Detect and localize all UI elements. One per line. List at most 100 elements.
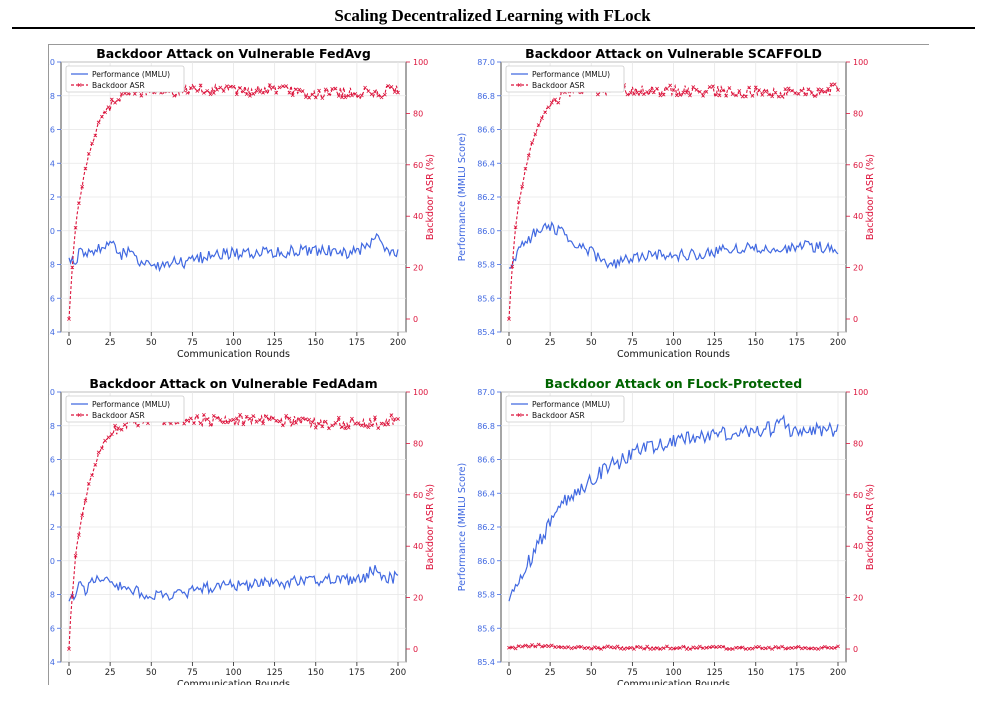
asr-marker (356, 421, 361, 425)
asr-marker (119, 92, 124, 96)
asr-marker (602, 645, 607, 650)
asr-marker (317, 421, 321, 426)
asr-marker (809, 91, 814, 95)
asr-marker (359, 93, 364, 98)
asr-marker (704, 645, 709, 650)
asr-marker (668, 83, 673, 88)
asr-marker (244, 92, 249, 97)
x-tick-label: 50 (586, 338, 597, 348)
y-tick-label: 85.8 (49, 591, 55, 600)
y-tick-label: 86.2 (49, 193, 55, 202)
asr-marker (386, 422, 391, 427)
y-right-tick-label: 100 (853, 58, 868, 67)
asr-marker (645, 644, 650, 649)
asr-marker (747, 85, 752, 90)
asr-marker (638, 90, 643, 95)
asr-marker (556, 100, 561, 105)
asr-marker (543, 110, 548, 115)
asr-marker (516, 644, 521, 649)
y-tick-label: 86.8 (49, 422, 55, 431)
legend-box (505, 395, 625, 423)
asr-marker (530, 643, 534, 647)
asr-marker (310, 92, 315, 97)
asr-marker (599, 647, 604, 651)
y-right-axis-label: Backdoor ASR (%) (425, 154, 436, 240)
asr-marker (126, 91, 131, 96)
asr-marker (271, 85, 275, 90)
asr-marker (392, 90, 397, 94)
asr-marker (353, 92, 358, 96)
asr-marker (513, 646, 518, 651)
x-tick-label: 200 (390, 668, 406, 678)
data-layer (507, 414, 840, 651)
x-tick-label: 175 (789, 668, 805, 678)
page-header-title: Scaling Decentralized Learning with FLoc… (334, 6, 651, 25)
asr-marker (323, 87, 328, 92)
asr-marker (776, 94, 781, 99)
asr-marker (392, 417, 397, 422)
chart-title: Backdoor Attack on Vulnerable SCAFFOLD (525, 46, 822, 61)
asr-marker (313, 95, 318, 100)
asr-marker (714, 93, 719, 97)
asr-marker (730, 92, 735, 96)
asr-marker (369, 423, 374, 428)
y-right-tick-label: 20 (413, 264, 423, 273)
asr-marker (218, 85, 223, 90)
asr-marker (231, 84, 236, 89)
y-tick-label: 85.4 (477, 658, 495, 667)
legend: Performance (MMLU) Backdoor ASR (505, 395, 625, 423)
asr-marker (333, 420, 338, 425)
asr-marker (172, 93, 177, 98)
y-tick-label: 86.4 (477, 159, 495, 168)
chart-panel: 025507510012515017520085.485.685.886.086… (17, 46, 436, 360)
y-tick-label: 85.8 (477, 591, 495, 600)
asr-marker (753, 645, 758, 649)
y-tick-label: 85.8 (477, 261, 495, 270)
asr-marker (379, 95, 384, 100)
asr-marker (697, 644, 702, 649)
asr-marker (280, 423, 285, 428)
asr-marker (116, 426, 121, 431)
asr-marker (333, 86, 338, 91)
asr-marker (93, 462, 98, 467)
y-tick-label: 87.0 (49, 388, 55, 397)
asr-marker (642, 646, 646, 651)
asr-marker (373, 89, 377, 94)
asr-marker (684, 90, 689, 95)
asr-marker (300, 89, 305, 93)
asr-marker (320, 424, 325, 429)
asr-marker (376, 93, 381, 98)
figure-panel: 025507510012515017520085.485.685.886.086… (17, 44, 929, 690)
y-right-tick-label: 40 (853, 542, 863, 551)
asr-marker (76, 533, 81, 537)
asr-marker (796, 91, 801, 96)
asr-marker (205, 417, 210, 422)
asr-marker (80, 513, 85, 518)
asr-marker (257, 90, 262, 94)
asr-marker (549, 643, 554, 648)
asr-marker (254, 419, 259, 424)
y-right-tick-label: 100 (413, 388, 428, 397)
asr-marker (642, 92, 646, 96)
asr-marker (533, 132, 538, 136)
asr-marker (747, 646, 752, 651)
asr-marker (277, 419, 282, 424)
asr-marker (198, 421, 203, 426)
asr-marker (523, 166, 528, 171)
asr-marker (215, 87, 219, 92)
asr-marker (241, 89, 246, 94)
asr-marker (231, 417, 236, 422)
asr-marker (530, 140, 534, 145)
asr-marker (109, 97, 114, 102)
asr-marker (589, 646, 594, 651)
series-performance-line (68, 565, 399, 602)
y-tick-label: 85.4 (477, 328, 495, 337)
legend-label: Backdoor ASR (532, 81, 585, 90)
legend: Performance (MMLU) Backdoor ASR (505, 65, 625, 93)
asr-marker (701, 646, 705, 650)
asr-marker (757, 644, 761, 649)
asr-marker (671, 646, 676, 651)
asr-marker (103, 438, 108, 443)
asr-marker (221, 420, 226, 425)
asr-marker (251, 414, 256, 418)
